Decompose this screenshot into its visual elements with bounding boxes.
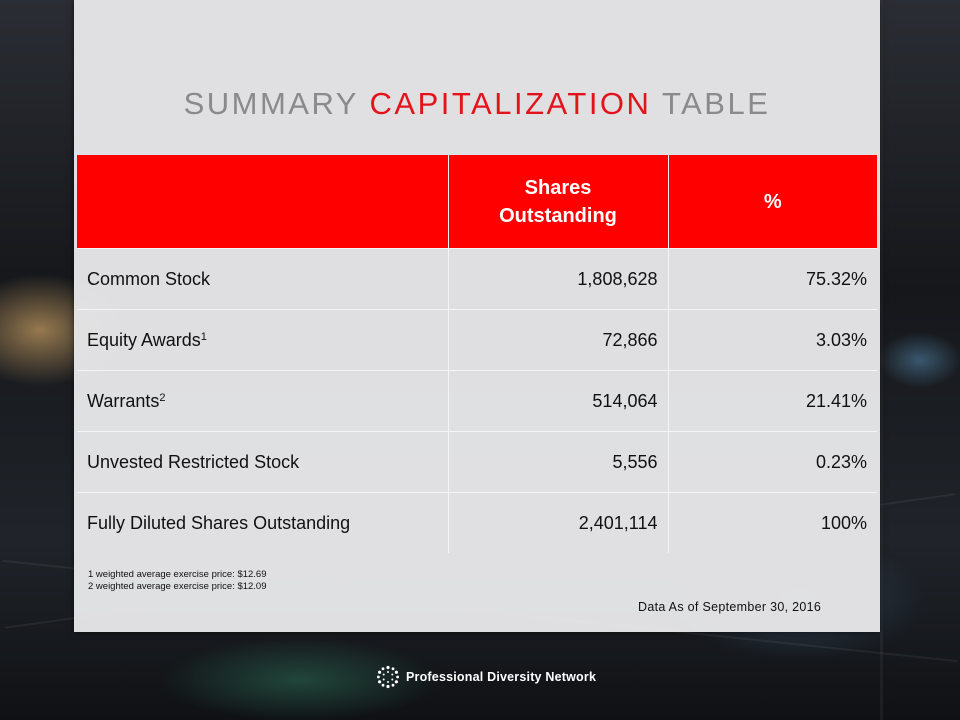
table-row: Unvested Restricted Stock 5,556 0.23% — [77, 431, 877, 493]
row-label-text: Equity Awards — [87, 329, 201, 350]
header-percent: % — [668, 155, 877, 249]
starburst-dots-icon — [377, 665, 399, 689]
footnotes: 1 weighted average exercise price: $12.6… — [88, 569, 267, 593]
header-shares-outstanding: Shares Outstanding — [448, 155, 669, 249]
row-label-text: Warrants — [87, 390, 160, 411]
slide-title: SUMMARY CAPITALIZATION TABLE — [74, 86, 880, 122]
footnote-1: 1 weighted average exercise price: $12.6… — [88, 569, 267, 580]
row-shares: 2,401,114 — [448, 492, 669, 553]
row-shares: 514,064 — [448, 370, 669, 432]
footnote-2: 2 weighted average exercise price: $12.0… — [88, 581, 267, 592]
table-row: Equity Awards1 72,866 3.03% — [77, 309, 877, 371]
row-shares: 1,808,628 — [448, 248, 669, 310]
header-shares-text: Shares Outstanding — [499, 176, 617, 227]
title-part-1: SUMMARY — [183, 86, 370, 121]
title-part-2: TABLE — [651, 86, 771, 121]
table-row: Common Stock 1,808,628 75.32% — [77, 248, 877, 310]
header-label — [77, 155, 449, 249]
table-row: Fully Diluted Shares Outstanding 2,401,1… — [77, 492, 877, 553]
row-label: Warrants2 — [77, 370, 449, 432]
row-footnote-marker: 2 — [159, 391, 166, 404]
row-percent: 100% — [668, 492, 877, 553]
row-label: Unvested Restricted Stock — [77, 431, 449, 493]
row-label-text: Common Stock — [87, 268, 211, 289]
row-label-text: Unvested Restricted Stock — [87, 451, 300, 472]
row-footnote-marker: 1 — [200, 330, 207, 343]
logo-text: Professional Diversity Network — [406, 670, 597, 684]
row-shares: 72,866 — [448, 309, 669, 371]
row-shares: 5,556 — [448, 431, 669, 493]
row-percent: 21.41% — [668, 370, 877, 432]
row-label-text: Fully Diluted Shares Outstanding — [87, 512, 351, 533]
table-header-row: Shares Outstanding % — [77, 155, 877, 249]
row-label: Fully Diluted Shares Outstanding — [77, 492, 449, 553]
row-percent: 0.23% — [668, 431, 877, 493]
data-as-of-note: Data As of September 30, 2016 — [638, 600, 822, 614]
company-logo: Professional Diversity Network — [376, 664, 596, 690]
background-streak — [880, 0, 883, 720]
row-label: Common Stock — [77, 248, 449, 310]
row-percent: 75.32% — [668, 248, 877, 310]
row-percent: 3.03% — [668, 309, 877, 371]
slide-panel: SUMMARY CAPITALIZATION TABLE Shares Outs… — [74, 0, 880, 632]
capitalization-table: Shares Outstanding % Common Stock 1,808,… — [77, 155, 877, 553]
row-label: Equity Awards1 — [77, 309, 449, 371]
table-row: Warrants2 514,064 21.41% — [77, 370, 877, 432]
title-accent: CAPITALIZATION — [369, 86, 652, 121]
